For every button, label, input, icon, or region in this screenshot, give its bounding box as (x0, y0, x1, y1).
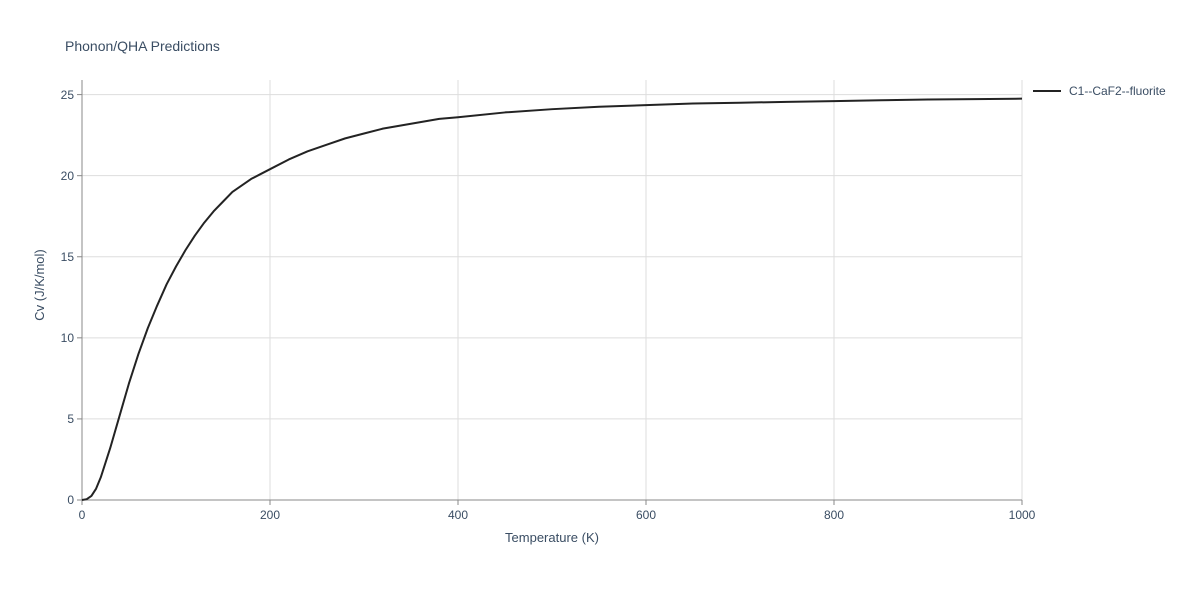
x-tick-label: 600 (636, 508, 656, 522)
y-tick-label: 20 (54, 169, 74, 183)
chart-svg (82, 80, 1022, 500)
x-tick-label: 800 (824, 508, 844, 522)
legend: C1--CaF2--fluorite (1033, 84, 1166, 98)
series-line (82, 99, 1022, 500)
x-tick-label: 0 (79, 508, 86, 522)
y-tick-label: 25 (54, 88, 74, 102)
legend-swatch (1033, 90, 1061, 92)
legend-label: C1--CaF2--fluorite (1069, 84, 1166, 98)
plot-area (82, 80, 1022, 500)
y-axis-label: Cv (J/K/mol) (32, 235, 47, 335)
y-tick-label: 10 (54, 331, 74, 345)
x-tick-label: 1000 (1009, 508, 1036, 522)
chart-container: Phonon/QHA Predictions Temperature (K) C… (0, 0, 1200, 600)
y-tick-label: 15 (54, 250, 74, 264)
y-tick-label: 0 (54, 493, 74, 507)
x-tick-label: 400 (448, 508, 468, 522)
y-tick-label: 5 (54, 412, 74, 426)
x-tick-label: 200 (260, 508, 280, 522)
x-axis-label: Temperature (K) (492, 530, 612, 545)
chart-title: Phonon/QHA Predictions (65, 38, 220, 54)
